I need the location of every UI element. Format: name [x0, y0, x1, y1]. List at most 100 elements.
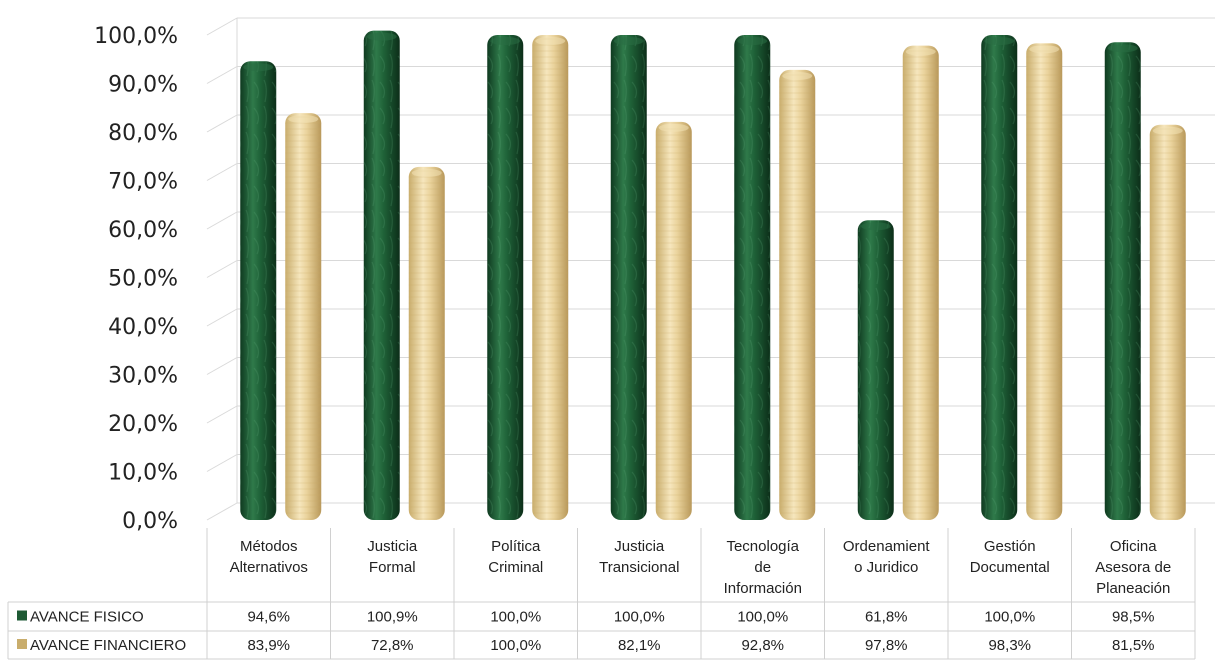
y-tick-label: 60,0% [108, 218, 178, 243]
bar-texture [902, 45, 939, 521]
category-label: Política [491, 538, 541, 555]
bar-texture [408, 166, 445, 521]
y-tick-label: 90,0% [108, 73, 178, 98]
bar-texture [487, 35, 524, 520]
bar [363, 30, 400, 520]
category-label: Oficina [1110, 538, 1157, 555]
category-label: Tecnología [726, 538, 799, 555]
y-tick-label: 100,0% [94, 24, 178, 49]
bar-texture [734, 35, 771, 520]
bar-cap [984, 37, 1015, 45]
bar-cap [1107, 44, 1138, 53]
category-label: Información [724, 580, 802, 597]
category-label: Documental [970, 559, 1050, 576]
y-tick-label: 80,0% [108, 121, 178, 146]
category-label: Justicia [367, 538, 418, 555]
bar [1149, 124, 1186, 520]
category-label: Justicia [614, 538, 665, 555]
bar-cap [782, 71, 813, 80]
gridline-depth [206, 260, 238, 278]
bar-cap [243, 63, 274, 72]
data-label: 100,0% [614, 609, 665, 626]
category-label: Asesora de [1095, 559, 1171, 576]
bar [408, 166, 445, 521]
bar-texture [363, 30, 400, 520]
bar-texture [655, 121, 692, 520]
y-tick-label: 70,0% [108, 170, 178, 195]
y-axis: 0,0% 10,0% 20,0% 30,0% 40,0% 50,0% 60,0% 70,0% 8… [94, 24, 178, 534]
gridline-depth [206, 502, 238, 521]
bar-texture [1149, 124, 1186, 520]
data-label: 100,9% [367, 609, 418, 626]
bar [285, 113, 322, 521]
data-label: 81,5% [1112, 637, 1155, 654]
gridline-depth [206, 357, 238, 375]
gridline-depth [206, 308, 238, 327]
gridline-depth [206, 211, 238, 230]
bar [981, 35, 1018, 520]
bar-texture [857, 220, 894, 520]
data-label: 83,9% [247, 637, 290, 654]
category-label: Gestión [984, 538, 1036, 555]
y-tick-label: 20,0% [108, 412, 178, 437]
y-tick-label: 30,0% [108, 364, 178, 389]
bar-cap [860, 222, 891, 231]
bar [532, 35, 569, 520]
data-label: 82,1% [618, 637, 661, 654]
bar [902, 45, 939, 521]
gridline-depth [206, 405, 238, 424]
category-label: Formal [369, 559, 416, 576]
gridlines [206, 17, 1215, 521]
bar-cap [366, 32, 397, 41]
category-label: Ordenamient [843, 538, 931, 555]
bar-texture [285, 113, 322, 521]
bar-texture [532, 35, 569, 520]
bar-cap [905, 47, 936, 56]
data-label: 100,0% [490, 609, 541, 626]
bar-texture [981, 35, 1018, 520]
bar-cap [613, 37, 644, 45]
bar-cap [288, 115, 319, 124]
data-label: 98,5% [1112, 609, 1155, 626]
bar-cap [1152, 126, 1183, 135]
legend-swatch [17, 610, 27, 621]
category-label: Criminal [488, 559, 543, 576]
data-label: 100,0% [984, 609, 1035, 626]
category-label: de [754, 559, 771, 576]
gridline-depth [206, 66, 238, 84]
bar-cap [411, 168, 442, 177]
bar-texture [779, 69, 816, 521]
y-tick-label: 0,0% [122, 509, 178, 534]
data-table: Métodos Alternativos Justicia Formal Polític… [7, 528, 1196, 660]
gridline-depth [206, 17, 238, 36]
legend-swatch [17, 639, 27, 649]
bar [1104, 42, 1141, 521]
bar-texture [1026, 43, 1063, 521]
bars [240, 30, 1186, 521]
bar-cap [658, 123, 689, 132]
bar-texture [1104, 42, 1141, 521]
data-label: 92,8% [741, 637, 784, 654]
data-label: 97,8% [865, 637, 908, 654]
bar-texture [240, 61, 277, 520]
y-tick-label: 40,0% [108, 315, 178, 340]
data-label: 98,3% [988, 637, 1031, 654]
bar [1026, 43, 1063, 521]
gridline-depth [206, 114, 238, 133]
gridline-depth [206, 454, 238, 472]
category-label: Transicional [599, 559, 679, 576]
data-label: 100,0% [737, 609, 788, 626]
category-label: o Juridico [854, 559, 918, 576]
category-label: Alternativos [230, 559, 308, 576]
data-label: 94,6% [247, 609, 290, 626]
y-tick-label: 10,0% [108, 461, 178, 486]
category-label: Métodos [240, 538, 298, 555]
bar [779, 69, 816, 521]
data-label: 72,8% [371, 637, 414, 654]
data-label: 100,0% [490, 637, 541, 654]
bar-cap [490, 37, 521, 45]
bar [734, 35, 771, 520]
bar [610, 35, 647, 520]
legend-label: AVANCE FISICO [30, 609, 144, 626]
